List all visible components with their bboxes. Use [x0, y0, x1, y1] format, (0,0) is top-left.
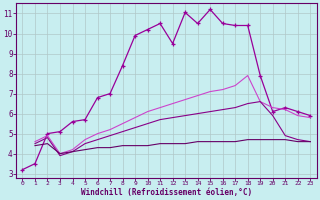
X-axis label: Windchill (Refroidissement éolien,°C): Windchill (Refroidissement éolien,°C)	[81, 188, 252, 197]
